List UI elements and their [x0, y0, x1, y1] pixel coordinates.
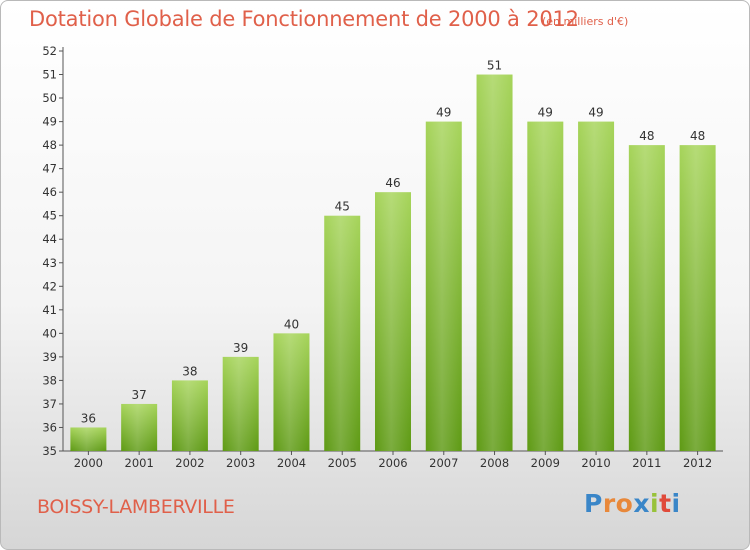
bar-highlight: [578, 121, 615, 452]
chart-unit: (en milliers d'€): [542, 15, 629, 28]
y-tick-label: 40: [42, 326, 57, 340]
bar-highlight: [628, 145, 665, 451]
chart-title: Dotation Globale de Fonctionnement de 20…: [29, 7, 579, 31]
y-tick-label: 47: [42, 162, 57, 176]
data-label: 39: [233, 341, 248, 355]
commune-name: BOISSY-LAMBERVILLE: [37, 496, 235, 518]
bar-highlight: [273, 333, 310, 451]
y-tick-label: 50: [42, 91, 57, 105]
y-tick-label: 35: [42, 444, 57, 458]
logo-letter: x: [633, 489, 650, 518]
y-tick-label: 36: [42, 420, 57, 434]
bar-highlight: [222, 356, 259, 451]
y-tick-label: 38: [42, 373, 57, 387]
bar-highlight: [476, 74, 513, 451]
y-tick-label: 46: [42, 185, 57, 199]
bar-highlight: [527, 121, 564, 452]
x-tick-label: 2002: [175, 456, 204, 470]
data-label: 49: [436, 106, 451, 120]
logo-letter: r: [602, 489, 616, 518]
proxiti-logo[interactable]: Proxiti: [584, 489, 681, 518]
x-tick-label: 2010: [581, 456, 610, 470]
x-tick-label: 2007: [429, 456, 458, 470]
y-tick-label: 48: [42, 138, 57, 152]
data-labels: 36 37 38 39 40 45 46 49 51 49 49 48 48: [81, 59, 706, 426]
data-label: 46: [385, 176, 400, 190]
data-label: 48: [690, 129, 705, 143]
y-tick-label: 52: [42, 44, 57, 58]
y-tick-label: 37: [42, 397, 57, 411]
logo-letter: i: [650, 489, 660, 518]
data-label: 49: [538, 106, 553, 120]
y-tick-label: 39: [42, 350, 57, 364]
logo-letter: o: [615, 489, 634, 518]
y-tick-label: 51: [42, 68, 57, 82]
x-tick-label: 2011: [632, 456, 661, 470]
x-tick-label: 2005: [328, 456, 357, 470]
logo-letter: P: [584, 489, 603, 518]
axes: 35 36 37 38 39 40 41 42 43 44 45 46 47 48 49 50 51 52 2000…: [42, 44, 723, 470]
data-label: 45: [335, 200, 350, 214]
bar-highlight: [679, 145, 716, 451]
bar-highlight: [121, 403, 158, 451]
y-tick-label: 41: [42, 303, 57, 317]
x-tick-label: 2009: [531, 456, 560, 470]
bar-highlight: [70, 427, 107, 451]
logo-letter: i: [671, 489, 681, 518]
data-label: 51: [487, 59, 502, 73]
data-label: 36: [81, 411, 96, 425]
y-tick-label: 45: [42, 209, 57, 223]
data-label: 49: [588, 106, 603, 120]
x-tick-label: 2003: [226, 456, 255, 470]
x-tick-label: 2006: [378, 456, 407, 470]
y-tick-label: 44: [42, 232, 57, 246]
y-tick-label: 49: [42, 115, 57, 129]
data-label: 40: [284, 317, 299, 331]
data-label: 37: [132, 388, 147, 402]
data-label: 48: [639, 129, 654, 143]
x-tick-label: 2012: [683, 456, 712, 470]
bars: [70, 74, 716, 452]
bar-highlight: [425, 121, 462, 452]
bar-highlight: [324, 215, 361, 451]
x-tick-label: 2008: [480, 456, 509, 470]
data-label: 38: [182, 364, 197, 378]
logo-letter: t: [659, 489, 672, 518]
x-tick-label: 2001: [125, 456, 154, 470]
y-tick-label: 43: [42, 256, 57, 270]
x-tick-label: 2004: [277, 456, 306, 470]
bar-highlight: [171, 380, 208, 451]
x-tick-label: 2000: [74, 456, 103, 470]
bar-highlight: [375, 192, 411, 452]
y-tick-label: 42: [42, 279, 57, 293]
